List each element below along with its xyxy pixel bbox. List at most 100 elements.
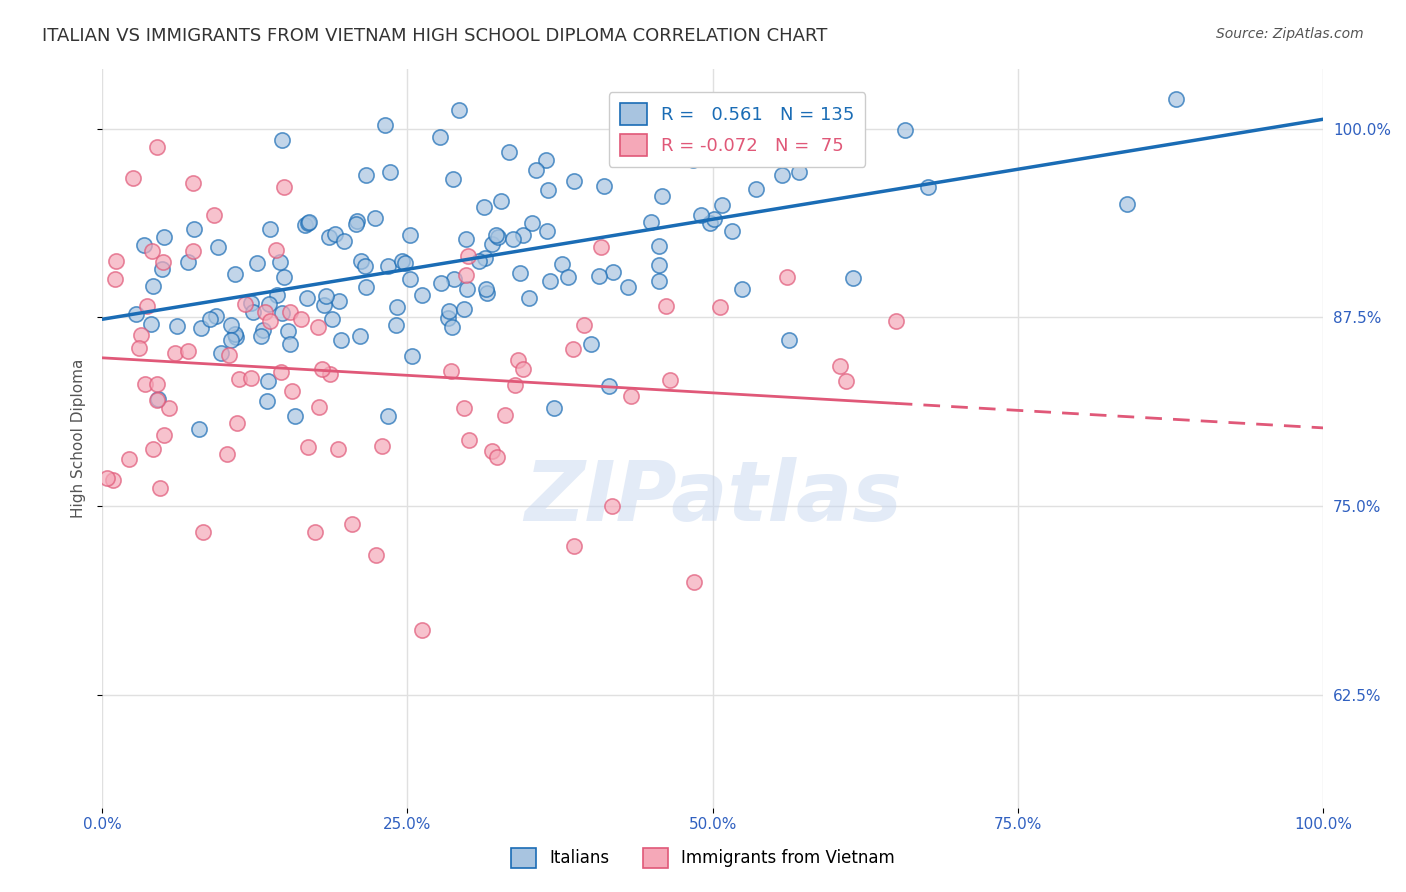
Point bbox=[498, 145, 520, 159]
Point bbox=[181, 176, 204, 190]
Point bbox=[321, 312, 343, 326]
Point bbox=[132, 238, 155, 252]
Point bbox=[181, 244, 204, 258]
Point bbox=[190, 321, 212, 335]
Point bbox=[648, 274, 671, 288]
Point bbox=[651, 189, 673, 203]
Point bbox=[364, 211, 387, 225]
Point bbox=[153, 230, 176, 244]
Point bbox=[315, 289, 337, 303]
Point bbox=[776, 269, 799, 284]
Point bbox=[617, 279, 640, 293]
Point bbox=[574, 318, 596, 333]
Point bbox=[187, 422, 209, 436]
Point bbox=[524, 163, 547, 178]
Point bbox=[308, 400, 330, 414]
Point bbox=[536, 224, 558, 238]
Point bbox=[193, 524, 215, 539]
Point bbox=[354, 259, 377, 273]
Point bbox=[502, 232, 524, 246]
Point bbox=[600, 499, 623, 513]
Point bbox=[122, 170, 145, 185]
Point bbox=[96, 471, 118, 485]
Point bbox=[401, 349, 423, 363]
Point bbox=[344, 217, 367, 231]
Point bbox=[562, 174, 585, 188]
Point bbox=[153, 428, 176, 442]
Point bbox=[589, 240, 612, 254]
Point bbox=[512, 362, 534, 376]
Point bbox=[443, 272, 465, 286]
Point bbox=[579, 337, 602, 351]
Point bbox=[474, 252, 496, 266]
Point bbox=[377, 409, 399, 423]
Point bbox=[148, 392, 170, 406]
Point bbox=[297, 215, 319, 229]
Point bbox=[273, 270, 295, 285]
Point bbox=[349, 328, 371, 343]
Point bbox=[588, 268, 610, 283]
Point bbox=[430, 276, 453, 290]
Point bbox=[142, 279, 165, 293]
Point bbox=[474, 282, 496, 296]
Point bbox=[150, 262, 173, 277]
Point bbox=[699, 216, 721, 230]
Point bbox=[146, 376, 169, 391]
Point bbox=[543, 401, 565, 416]
Point bbox=[225, 329, 247, 343]
Text: ITALIAN VS IMMIGRANTS FROM VIETNAM HIGH SCHOOL DIPLOMA CORRELATION CHART: ITALIAN VS IMMIGRANTS FROM VIETNAM HIGH … bbox=[42, 27, 828, 45]
Point bbox=[233, 297, 256, 311]
Point bbox=[472, 200, 495, 214]
Point bbox=[789, 164, 811, 178]
Point bbox=[218, 349, 240, 363]
Point bbox=[242, 304, 264, 318]
Point bbox=[449, 103, 471, 117]
Point bbox=[166, 319, 188, 334]
Point bbox=[1166, 92, 1188, 106]
Point bbox=[290, 311, 312, 326]
Point bbox=[103, 473, 125, 487]
Point bbox=[128, 341, 150, 355]
Point bbox=[252, 323, 274, 337]
Point bbox=[204, 310, 226, 324]
Point bbox=[441, 172, 464, 186]
Point bbox=[894, 122, 917, 136]
Point bbox=[411, 287, 433, 301]
Point bbox=[437, 304, 460, 318]
Point bbox=[1115, 197, 1137, 211]
Point bbox=[481, 444, 503, 458]
Text: ZIPatlas: ZIPatlas bbox=[524, 457, 901, 538]
Point bbox=[240, 296, 263, 310]
Point bbox=[602, 265, 624, 279]
Point bbox=[207, 240, 229, 254]
Legend: Italians, Immigrants from Vietnam: Italians, Immigrants from Vietnam bbox=[505, 841, 901, 875]
Point bbox=[399, 227, 422, 242]
Point bbox=[356, 280, 378, 294]
Point bbox=[481, 237, 503, 252]
Point bbox=[655, 299, 678, 313]
Point bbox=[690, 208, 713, 222]
Point bbox=[371, 439, 394, 453]
Point bbox=[183, 222, 205, 236]
Point bbox=[730, 282, 752, 296]
Point bbox=[377, 259, 399, 273]
Point bbox=[165, 346, 187, 360]
Point bbox=[728, 116, 751, 130]
Point bbox=[217, 447, 239, 461]
Point bbox=[134, 377, 156, 392]
Point bbox=[536, 153, 558, 167]
Point bbox=[177, 344, 200, 359]
Point bbox=[209, 345, 232, 359]
Y-axis label: High School Diploma: High School Diploma bbox=[72, 359, 86, 517]
Point bbox=[269, 254, 291, 268]
Point bbox=[551, 256, 574, 270]
Point bbox=[135, 299, 157, 313]
Point bbox=[333, 234, 356, 248]
Point bbox=[489, 194, 512, 208]
Point bbox=[342, 516, 364, 531]
Point bbox=[146, 393, 169, 408]
Point bbox=[538, 274, 561, 288]
Point bbox=[830, 359, 852, 373]
Point bbox=[202, 208, 225, 222]
Point bbox=[176, 254, 198, 268]
